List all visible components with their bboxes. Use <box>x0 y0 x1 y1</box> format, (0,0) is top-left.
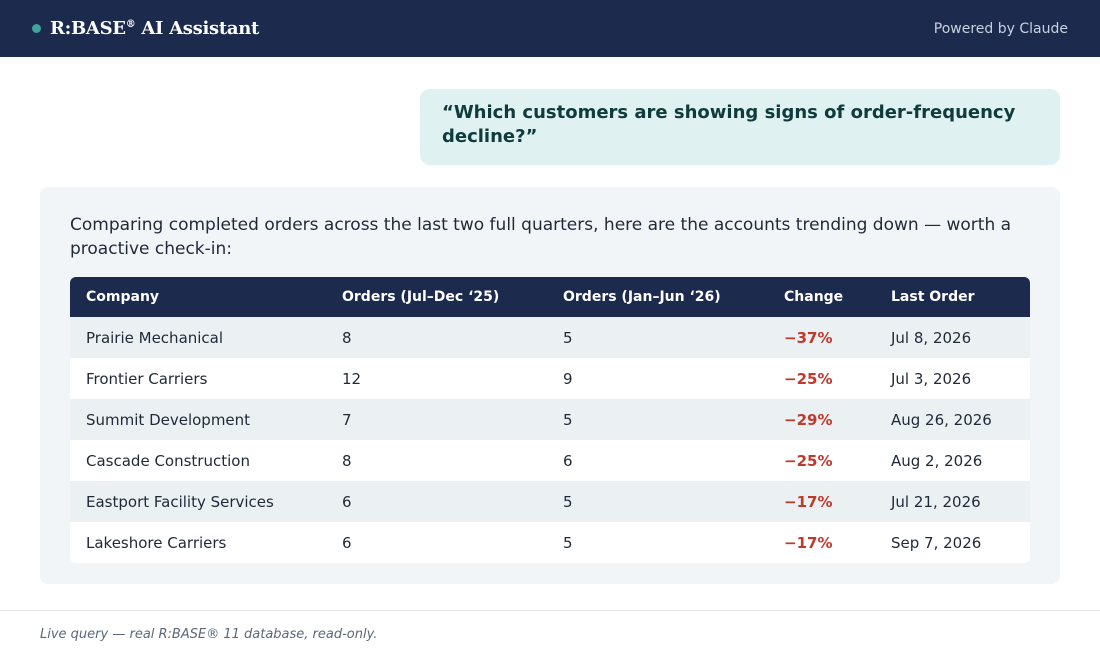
cell-orders-curr: 6 <box>563 451 573 470</box>
cell-company: Summit Development <box>86 410 251 429</box>
cell-change: −29% <box>784 410 833 429</box>
cell-company: Eastport Facility Services <box>86 492 274 511</box>
table-row: Cascade Construction 8 6 −25% Aug 2, 202… <box>70 440 1030 481</box>
cell-last-order: Jul 21, 2026 <box>891 492 981 511</box>
header-change: Change <box>784 289 844 305</box>
footer-note: Live query — real R:BASE® 11 database, r… <box>40 627 378 642</box>
cell-company: Lakeshore Carriers <box>86 533 227 552</box>
table-row: Lakeshore Carriers 6 5 −17% Sep 7, 2026 <box>70 522 1030 563</box>
cell-orders-curr: 9 <box>563 369 573 388</box>
header-orders-curr: Orders (Jan–Jun ‘26) <box>563 289 721 305</box>
cell-last-order: Aug 2, 2026 <box>891 451 983 470</box>
cell-orders-prev: 12 <box>342 369 362 388</box>
cell-orders-prev: 8 <box>342 328 352 347</box>
powered-by-label: Powered by Claude <box>933 20 1068 37</box>
cell-last-order: Jul 8, 2026 <box>891 328 972 347</box>
table-row: Summit Development 7 5 −29% Aug 26, 2026 <box>70 399 1030 440</box>
table-row: Eastport Facility Services 6 5 −17% Jul … <box>70 481 1030 522</box>
brand: R:BASE® AI Assistant <box>32 18 259 39</box>
cell-change: −17% <box>784 533 833 552</box>
cell-orders-curr: 5 <box>563 492 573 511</box>
table-header-row: Company Orders (Jul–Dec ‘25) Orders (Jan… <box>70 277 1030 317</box>
cell-last-order: Aug 26, 2026 <box>891 410 992 429</box>
user-question-bubble: “Which customers are showing signs of or… <box>420 89 1060 165</box>
table-row: Prairie Mechanical 8 5 −37% Jul 8, 2026 <box>70 317 1030 358</box>
header-last-order: Last Order <box>891 289 975 305</box>
cell-orders-curr: 5 <box>563 328 573 347</box>
cell-change: −17% <box>784 492 833 511</box>
table-row: Frontier Carriers 12 9 −25% Jul 3, 2026 <box>70 358 1030 399</box>
cell-last-order: Sep 7, 2026 <box>891 533 982 552</box>
cell-company: Prairie Mechanical <box>86 328 224 347</box>
app-header: R:BASE® AI Assistant Powered by Claude <box>0 0 1100 57</box>
app-title: R:BASE® AI Assistant <box>50 18 259 39</box>
header-company: Company <box>86 289 160 305</box>
cell-change: −25% <box>784 451 833 470</box>
answer-intro: Comparing completed orders across the la… <box>70 215 1012 259</box>
footer-divider <box>0 610 1100 611</box>
brand-name: R:BASE <box>50 18 126 39</box>
cell-orders-curr: 5 <box>563 410 573 429</box>
user-question-text: “Which customers are showing signs of or… <box>442 102 1016 147</box>
cell-orders-prev: 7 <box>342 410 352 429</box>
results-table: Company Orders (Jul–Dec ‘25) Orders (Jan… <box>70 277 1030 563</box>
registered-mark: ® <box>125 19 136 30</box>
cell-last-order: Jul 3, 2026 <box>891 369 972 388</box>
cell-change: −25% <box>784 369 833 388</box>
assistant-answer-card: Comparing completed orders across the la… <box>40 187 1060 584</box>
results-table-container: Company Orders (Jul–Dec ‘25) Orders (Jan… <box>70 277 1030 563</box>
cell-company: Frontier Carriers <box>86 369 208 388</box>
brand-suffix: AI Assistant <box>135 18 260 39</box>
cell-orders-prev: 6 <box>342 533 352 552</box>
cell-orders-curr: 5 <box>563 533 573 552</box>
cell-change: −37% <box>784 328 833 347</box>
cell-company: Cascade Construction <box>86 451 250 470</box>
cell-orders-prev: 8 <box>342 451 352 470</box>
status-dot-icon <box>32 24 41 33</box>
cell-orders-prev: 6 <box>342 492 352 511</box>
header-orders-prev: Orders (Jul–Dec ‘25) <box>342 289 500 305</box>
